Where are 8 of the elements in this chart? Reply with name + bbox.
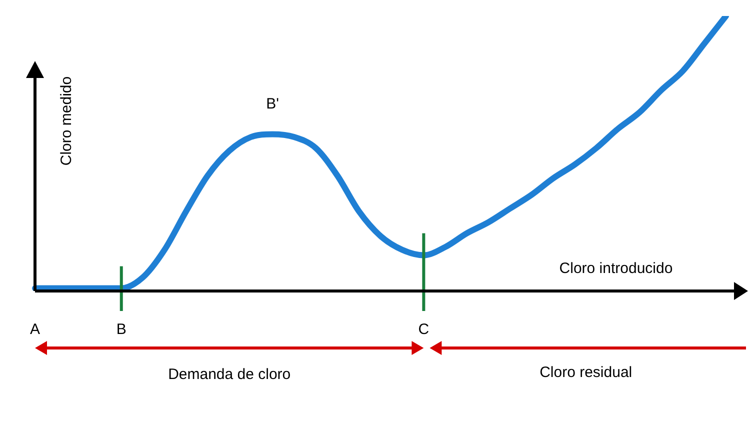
x-axis-title: Cloro introducido bbox=[559, 260, 673, 278]
x-tick-label: C bbox=[418, 321, 430, 338]
text: Demanda de cloro bbox=[168, 366, 291, 384]
x-tick-label: A bbox=[30, 321, 40, 338]
text: Cloro residual bbox=[540, 364, 632, 382]
y-axis-title: Cloro medido bbox=[58, 76, 76, 166]
annotation: B' bbox=[266, 95, 280, 112]
x-tick-label: B bbox=[116, 321, 126, 338]
